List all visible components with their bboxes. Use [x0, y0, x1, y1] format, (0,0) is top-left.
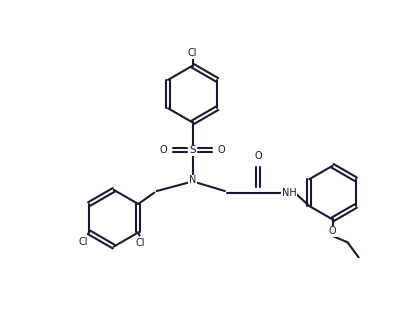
Text: N: N [189, 175, 196, 185]
Text: O: O [329, 226, 336, 236]
Text: Cl: Cl [135, 238, 145, 248]
Text: Cl: Cl [188, 48, 197, 58]
Text: O: O [254, 151, 262, 161]
Text: Cl: Cl [79, 237, 88, 247]
Text: NH: NH [282, 188, 297, 198]
Text: O: O [160, 145, 167, 155]
Text: O: O [218, 145, 225, 155]
Text: S: S [189, 145, 196, 155]
